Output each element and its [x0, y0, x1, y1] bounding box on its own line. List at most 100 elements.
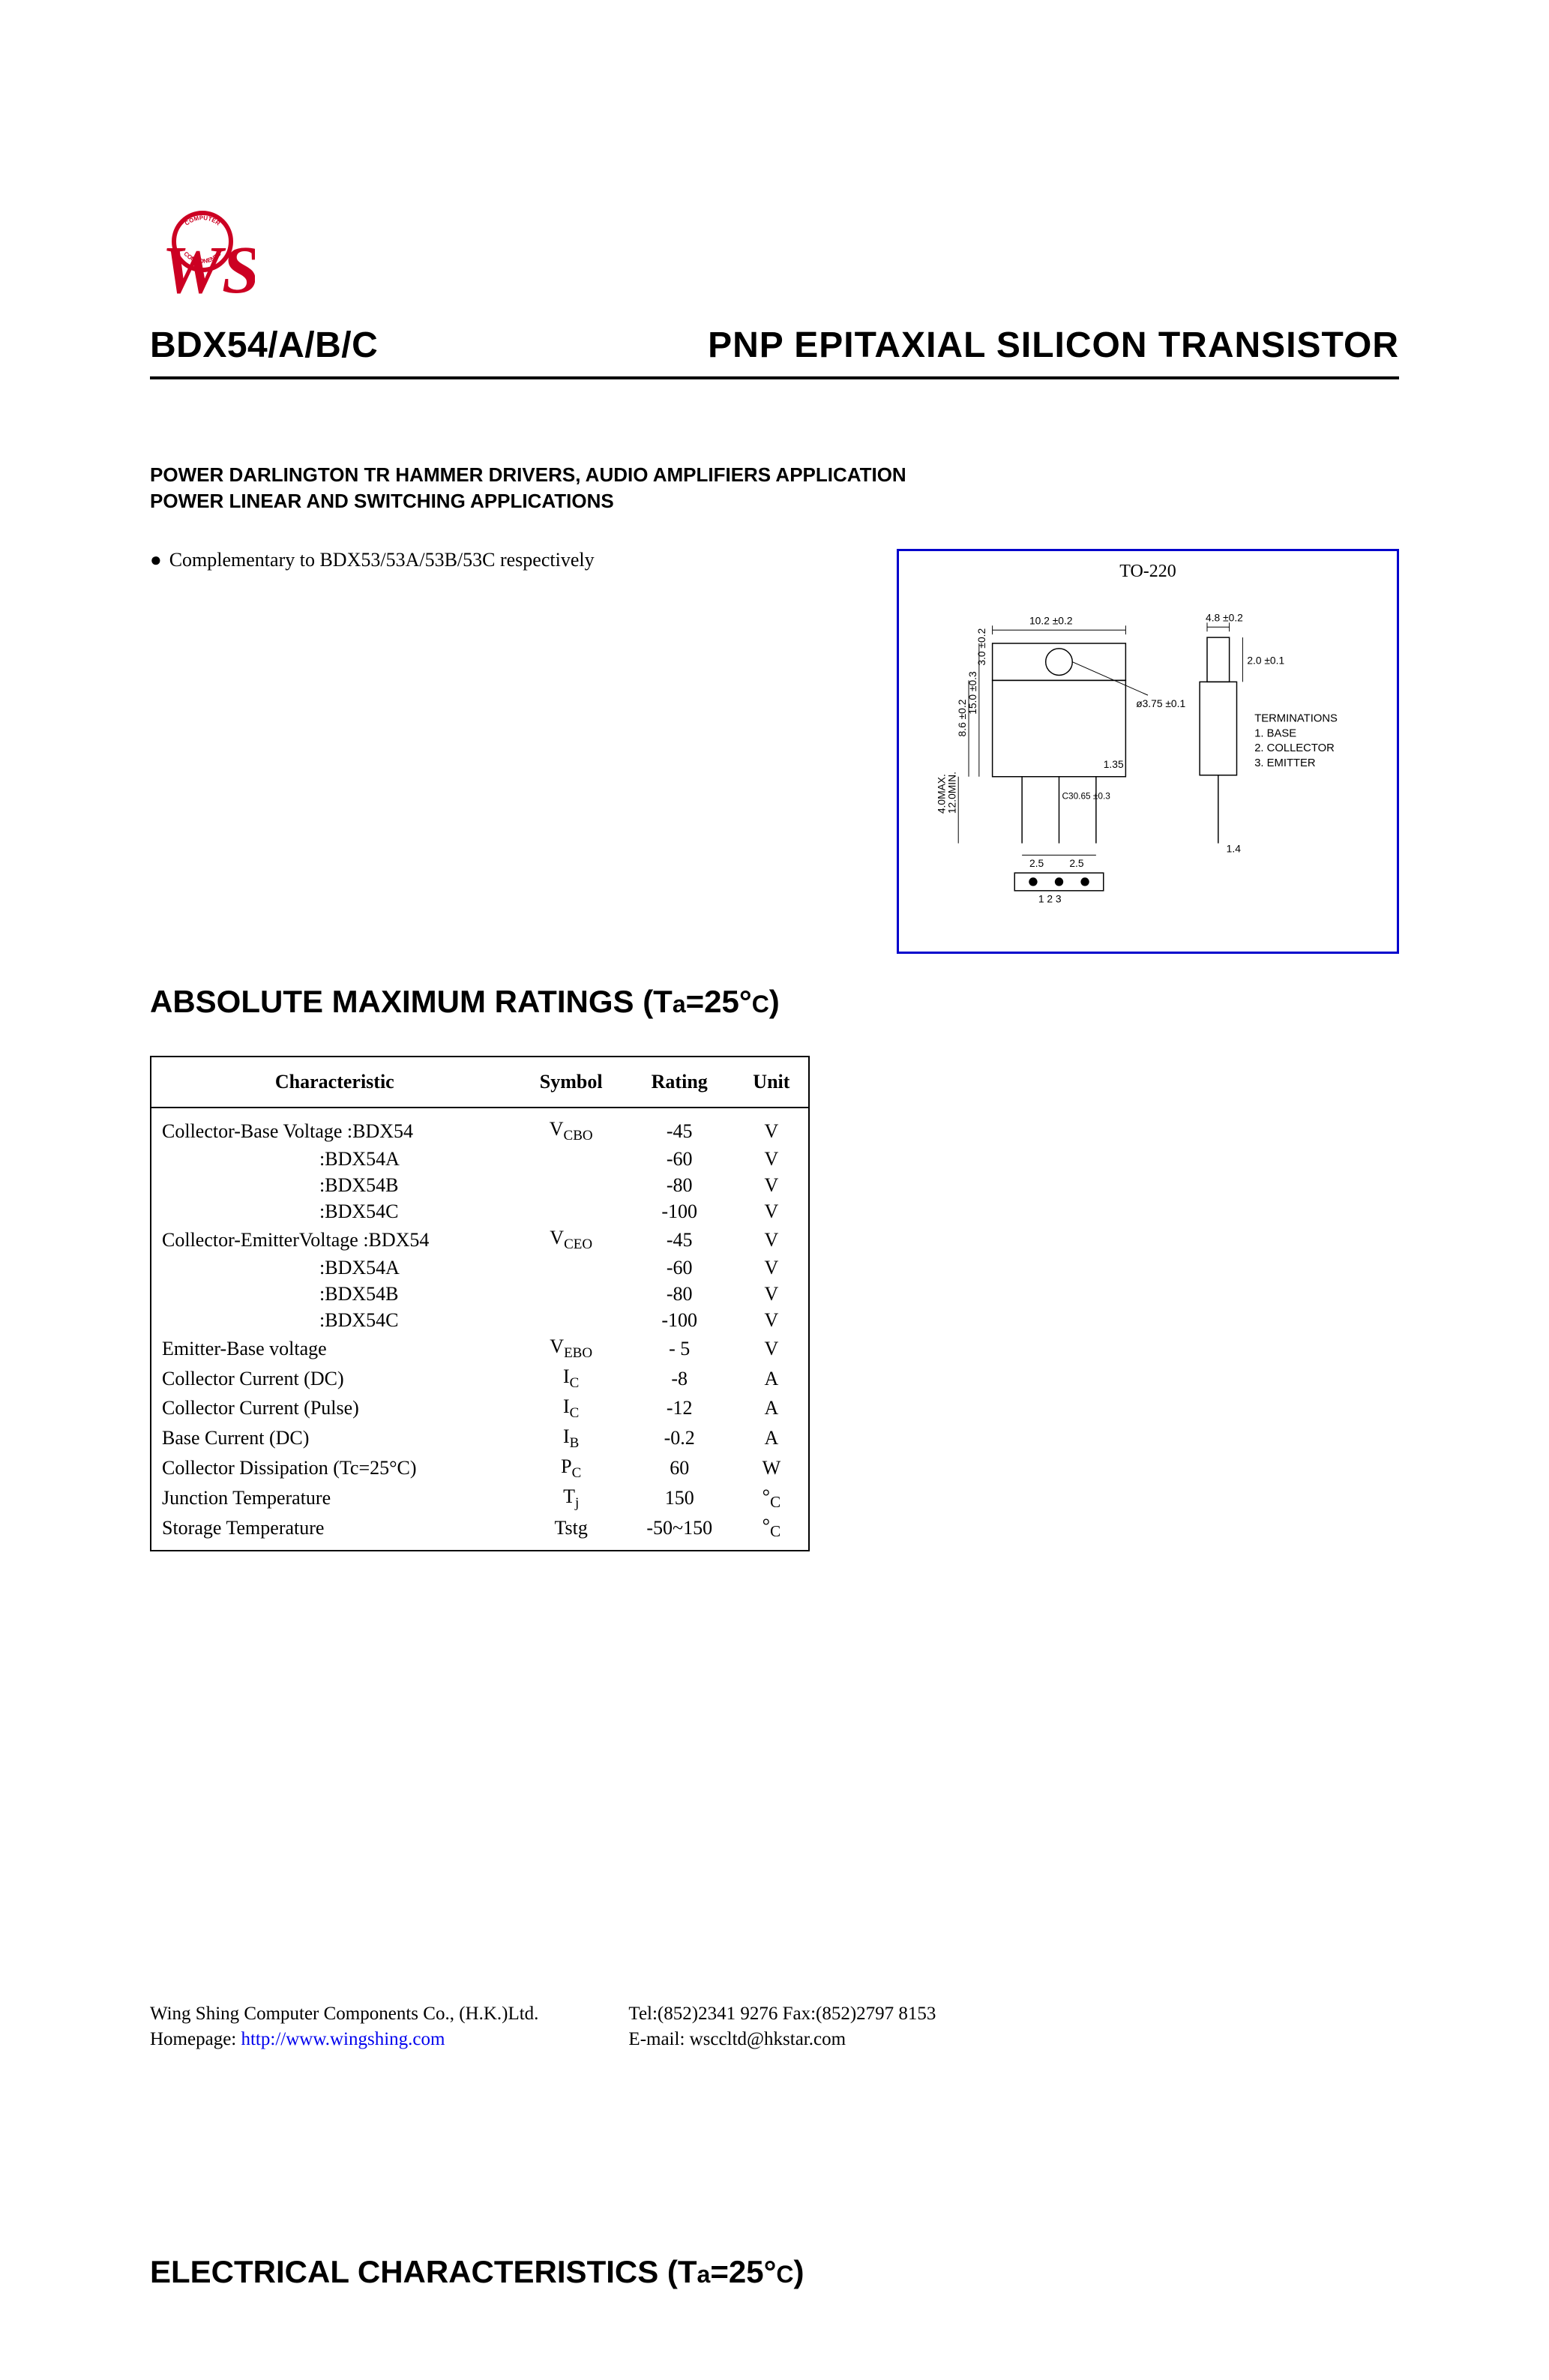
ratings-table: Characteristic Symbol Rating Unit Collec… [150, 1056, 810, 1551]
th-symbol: Symbol [518, 1057, 625, 1108]
footer-homepage-label: Homepage: [150, 2029, 241, 2049]
cell-characteristic: Collector Current (DC) [151, 1363, 518, 1393]
logo-text: WS [162, 233, 255, 307]
dim-lead-w: 1.35 [1104, 758, 1124, 770]
cell-symbol [518, 1198, 625, 1224]
dim-h-tab: 8.6 ±0.2 [956, 700, 968, 737]
cell-rating: -0.2 [625, 1423, 735, 1453]
elec-heading-c: C [776, 2261, 793, 2288]
ratings-tbody: Collector-Base Voltage :BDX54VCBO-45V:BD… [151, 1108, 809, 1551]
footer: Wing Shing Computer Components Co., (H.K… [150, 2001, 1399, 2052]
term-2: 2. COLLECTOR [1254, 742, 1335, 754]
cell-symbol: VCEO [518, 1224, 625, 1254]
cell-unit: V [735, 1281, 809, 1307]
ratings-heading-sub: a [673, 991, 686, 1018]
cell-symbol: IC [518, 1363, 625, 1393]
cell-symbol: VEBO [518, 1333, 625, 1363]
package-outline-box: TO-220 [897, 549, 1399, 954]
ratings-heading: ABSOLUTE MAXIMUM RATINGS (Ta=25°C) [150, 984, 1399, 1020]
cell-unit: W [735, 1453, 809, 1483]
table-row: Collector-EmitterVoltage :BDX54VCEO-45V [151, 1224, 809, 1254]
dim-h-top: 3.0 ±0.2 [975, 628, 987, 666]
th-rating: Rating [625, 1057, 735, 1108]
cell-characteristic: Collector-EmitterVoltage :BDX54 [151, 1224, 518, 1254]
ratings-heading-mid: =25° [686, 984, 752, 1019]
cell-characteristic: :BDX54B [151, 1281, 518, 1307]
table-row: :BDX54A -60V [151, 1146, 809, 1172]
cell-rating: -60 [625, 1146, 735, 1172]
term-3: 3. EMITTER [1254, 757, 1315, 769]
dim-pitch-1: 2.5 [1029, 857, 1044, 869]
applications-block: POWER DARLINGTON TR HAMMER DRIVERS, AUDI… [150, 462, 1399, 514]
cell-rating: -100 [625, 1307, 735, 1333]
table-row: :BDX54B -80V [151, 1172, 809, 1198]
cell-unit: V [735, 1224, 809, 1254]
elec-heading-suffix: ) [794, 2254, 804, 2289]
cell-unit: °C [735, 1483, 809, 1513]
cell-unit: A [735, 1393, 809, 1423]
table-row: Storage TemperatureTstg-50~150°C [151, 1512, 809, 1551]
dim-lead-thk: 4.0MAX. [935, 774, 947, 814]
footer-company: Wing Shing Computer Components Co., (H.K… [150, 2001, 538, 2027]
table-row: Collector Current (Pulse)IC-12A [151, 1393, 809, 1423]
header: BDX54/A/B/C PNP EPITAXIAL SILICON TRANSI… [150, 325, 1399, 379]
table-row: :BDX54C-100V [151, 1307, 809, 1333]
company-logo: COMPUTER COMPONENTS WS [150, 210, 1399, 311]
pins-label: 1 2 3 [1038, 893, 1062, 905]
dim-pitch-2: 2.5 [1069, 857, 1084, 869]
cell-characteristic: :BDX54A [151, 1146, 518, 1172]
package-diagram: 10.2 ±0.2 4.8 ±0.2 2.0 ±0.1 ø3.75 ±0.1 1… [911, 589, 1385, 934]
cell-rating: -12 [625, 1393, 735, 1423]
intro-row: ● Complementary to BDX53/53A/53B/53C res… [150, 549, 1399, 954]
cell-rating: -45 [625, 1224, 735, 1254]
table-row: :BDX54B -80V [151, 1281, 809, 1307]
homepage-link[interactable]: http://www.wingshing.com [241, 2029, 445, 2049]
table-row: Junction TemperatureTj150°C [151, 1483, 809, 1513]
cell-unit: V [735, 1146, 809, 1172]
cell-symbol [518, 1307, 625, 1333]
cell-characteristic: :BDX54B [151, 1172, 518, 1198]
cell-symbol: IC [518, 1393, 625, 1423]
elec-heading-prefix: ELECTRICAL CHARACTERISTICS (T [150, 2254, 697, 2289]
cell-unit: V [735, 1333, 809, 1363]
cell-rating: -80 [625, 1172, 735, 1198]
dim-pin-w: 1.4 [1227, 843, 1242, 855]
dim-tab-d: 2.0 ±0.1 [1247, 655, 1284, 667]
cell-rating: -50~150 [625, 1512, 735, 1551]
cell-unit: A [735, 1363, 809, 1393]
cell-unit: V [735, 1172, 809, 1198]
cell-characteristic: :BDX54C [151, 1307, 518, 1333]
dim-body-w: 10.2 ±0.2 [1029, 615, 1073, 627]
cell-characteristic: Base Current (DC) [151, 1423, 518, 1453]
cell-symbol [518, 1254, 625, 1281]
footer-email: E-mail: wsccltd@hkstar.com [628, 2027, 936, 2052]
ratings-heading-c: C [752, 991, 769, 1018]
cell-unit: A [735, 1423, 809, 1453]
table-row: Collector-Base Voltage :BDX54VCBO-45V [151, 1108, 809, 1146]
cell-rating: -60 [625, 1254, 735, 1281]
bullet-item: ● Complementary to BDX53/53A/53B/53C res… [150, 549, 837, 571]
cell-characteristic: Storage Temperature [151, 1512, 518, 1551]
dim-h-body: 15.0 ±0.3 [966, 671, 978, 715]
bullet-text: Complementary to BDX53/53A/53B/53C respe… [169, 549, 595, 571]
table-row: Collector Dissipation (Tc=25°C)PC60W [151, 1453, 809, 1483]
cell-rating: -8 [625, 1363, 735, 1393]
cell-characteristic: :BDX54A [151, 1254, 518, 1281]
cell-rating: -80 [625, 1281, 735, 1307]
cell-symbol: VCBO [518, 1108, 625, 1146]
table-row: :BDX54C-100V [151, 1198, 809, 1224]
app-line-1: POWER DARLINGTON TR HAMMER DRIVERS, AUDI… [150, 462, 1399, 488]
part-number: BDX54/A/B/C [150, 325, 378, 366]
footer-right: Tel:(852)2341 9276 Fax:(852)2797 8153 E-… [628, 2001, 936, 2052]
cell-unit: °C [735, 1512, 809, 1551]
cell-characteristic: Collector Dissipation (Tc=25°C) [151, 1453, 518, 1483]
electrical-heading: ELECTRICAL CHARACTERISTICS (Ta=25°C) [150, 2254, 1399, 2290]
dim-lead-min: 12.0MIN. [945, 772, 957, 814]
ratings-heading-suffix: ) [769, 984, 780, 1019]
footer-left: Wing Shing Computer Components Co., (H.K… [150, 2001, 538, 2052]
cell-rating: -100 [625, 1198, 735, 1224]
bullet-icon: ● [150, 549, 162, 571]
cell-symbol: Tj [518, 1483, 625, 1513]
cell-rating: -45 [625, 1108, 735, 1146]
table-row: :BDX54A-60V [151, 1254, 809, 1281]
